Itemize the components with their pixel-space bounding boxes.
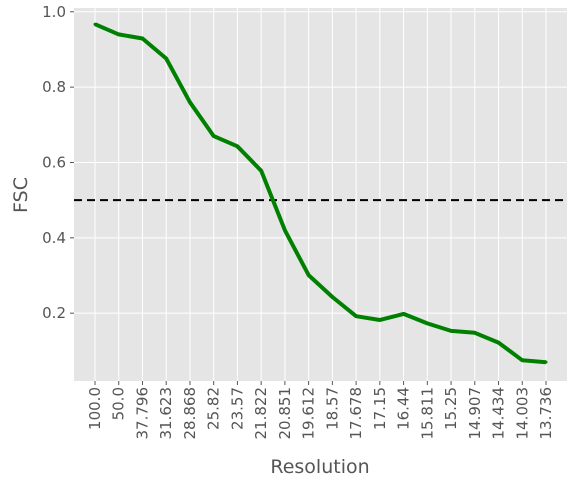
y-axis: 0.2 0.4 0.6 0.8 1.0 — [42, 3, 74, 322]
y-tick-label: 1.0 — [42, 3, 66, 21]
plot-area — [74, 8, 567, 381]
data-point — [544, 360, 548, 364]
x-tick-label: 17.15 — [371, 387, 389, 430]
data-point — [449, 329, 453, 333]
x-tick-label: 14.907 — [466, 387, 484, 440]
x-tick-label: 18.57 — [323, 387, 341, 430]
x-axis: 100.0 50.0 37.796 31.623 28.868 25.82 23.57 21.… — [86, 381, 555, 440]
x-tick-label: 37.796 — [133, 387, 151, 440]
x-tick-label: 15.25 — [442, 387, 460, 430]
data-point — [354, 314, 358, 318]
y-tick-label: 0.6 — [42, 153, 66, 171]
x-tick-label: 28.868 — [181, 387, 199, 440]
data-point — [425, 321, 429, 325]
data-point — [164, 56, 168, 60]
x-tick-label: 50.0 — [110, 387, 128, 420]
grid — [74, 8, 567, 381]
data-point — [117, 32, 121, 36]
x-tick-label: 19.612 — [300, 387, 318, 440]
data-point — [378, 318, 382, 322]
x-tick-label: 23.57 — [228, 387, 246, 430]
fsc-points — [93, 22, 548, 364]
x-tick-label: 15.811 — [418, 387, 436, 440]
data-point — [283, 228, 287, 232]
data-point — [402, 312, 406, 316]
x-tick-label: 13.736 — [537, 387, 555, 440]
data-point — [520, 358, 524, 362]
data-point — [140, 37, 144, 41]
data-point — [473, 331, 477, 335]
y-axis-label: FSC — [10, 177, 32, 213]
data-point — [497, 341, 501, 345]
x-tick-label: 25.82 — [205, 387, 223, 430]
data-point — [188, 100, 192, 104]
y-tick-label: 0.2 — [42, 304, 66, 322]
x-tick-label: 100.0 — [86, 387, 104, 430]
data-point — [93, 22, 97, 26]
data-point — [307, 273, 311, 277]
data-point — [212, 134, 216, 138]
x-tick-label: 14.003 — [513, 387, 531, 440]
x-tick-label: 17.678 — [347, 387, 365, 440]
x-tick-label: 16.44 — [395, 387, 413, 430]
x-tick-label: 21.822 — [252, 387, 270, 440]
x-tick-label: 31.623 — [157, 387, 175, 440]
x-tick-label: 14.434 — [490, 387, 508, 440]
y-tick-label: 0.8 — [42, 78, 66, 96]
fsc-series-line — [94, 22, 547, 365]
x-axis-label: Resolution — [270, 456, 369, 478]
x-tick-label: 20.851 — [276, 387, 294, 440]
data-point — [259, 169, 263, 173]
data-point — [235, 144, 239, 148]
y-tick-label: 0.4 — [42, 229, 66, 247]
data-point — [330, 295, 334, 299]
